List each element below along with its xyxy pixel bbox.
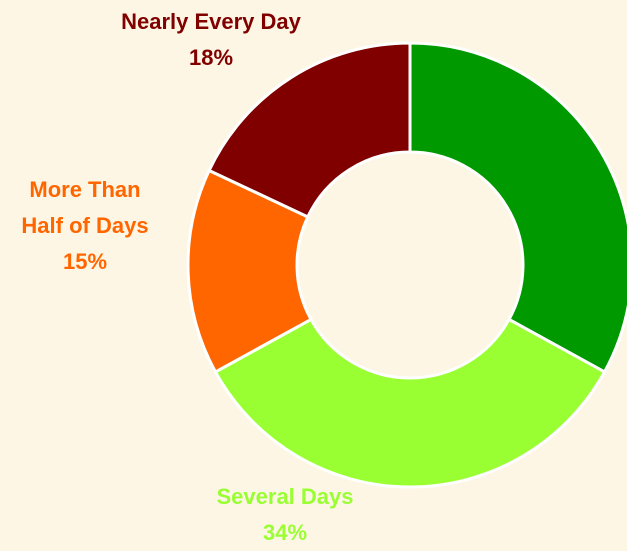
segment-label: Several Days 34% xyxy=(185,479,385,551)
category-label: Nearly Every Day xyxy=(121,9,301,34)
donut-segment xyxy=(213,317,607,489)
value-label: 18% xyxy=(188,45,234,70)
donut-segment xyxy=(408,41,627,374)
donut-segment xyxy=(207,41,412,219)
category-label: More Than Half of Days xyxy=(21,177,149,238)
segment-label: More Than Half of Days 15% xyxy=(5,172,165,280)
value-label: 34% xyxy=(262,520,308,545)
value-label: 15% xyxy=(62,249,108,274)
category-label: Several Days xyxy=(216,484,354,509)
segment-label: Nearly Every Day 18% xyxy=(91,4,331,76)
